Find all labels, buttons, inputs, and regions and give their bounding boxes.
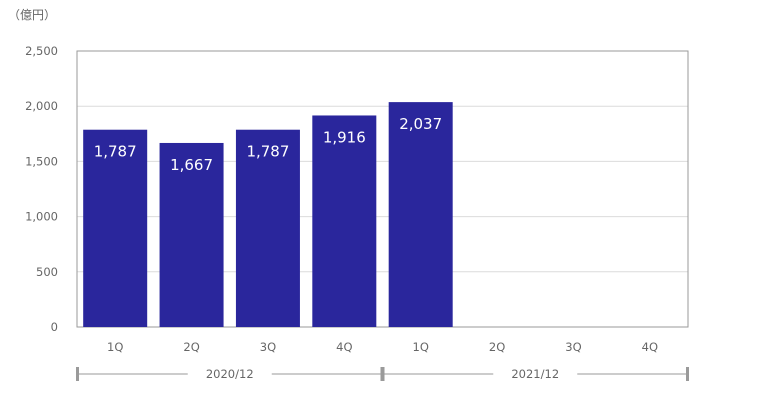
y-tick-label: 0: [51, 320, 58, 334]
x-tick-label: 3Q: [260, 340, 276, 354]
x-tick-label: 4Q: [336, 340, 352, 354]
group-bracket-end: [76, 367, 79, 381]
group-label: 2021/12: [511, 367, 559, 381]
group-label: 2020/12: [206, 367, 254, 381]
bar: [83, 129, 148, 327]
data-label: 2,037: [399, 115, 442, 133]
y-tick-label: 1,500: [25, 154, 58, 168]
plot-area-border: [76, 50, 689, 328]
x-tick-label: 3Q: [565, 340, 581, 354]
data-label: 1,787: [94, 143, 137, 161]
group-bracket-end: [381, 367, 385, 381]
bar: [235, 129, 300, 327]
data-label: 1,916: [323, 128, 366, 146]
y-tick-label: 2,000: [25, 99, 58, 113]
x-tick-label: 2Q: [183, 340, 199, 354]
y-tick-label: 2,500: [25, 44, 58, 58]
x-tick-label: 4Q: [642, 340, 658, 354]
data-label: 1,667: [170, 156, 213, 174]
y-tick-label: 500: [36, 265, 58, 279]
group-bracket-end: [686, 367, 689, 381]
y-tick-label: 1,000: [25, 210, 58, 224]
bar: [388, 102, 453, 327]
y-axis-unit-label: （億円）: [8, 8, 57, 22]
bar: [312, 115, 377, 327]
x-tick-label: 2Q: [489, 340, 505, 354]
data-label: 1,787: [246, 143, 289, 161]
x-tick-label: 1Q: [107, 340, 123, 354]
bar: [159, 142, 224, 327]
x-tick-label: 1Q: [413, 340, 429, 354]
